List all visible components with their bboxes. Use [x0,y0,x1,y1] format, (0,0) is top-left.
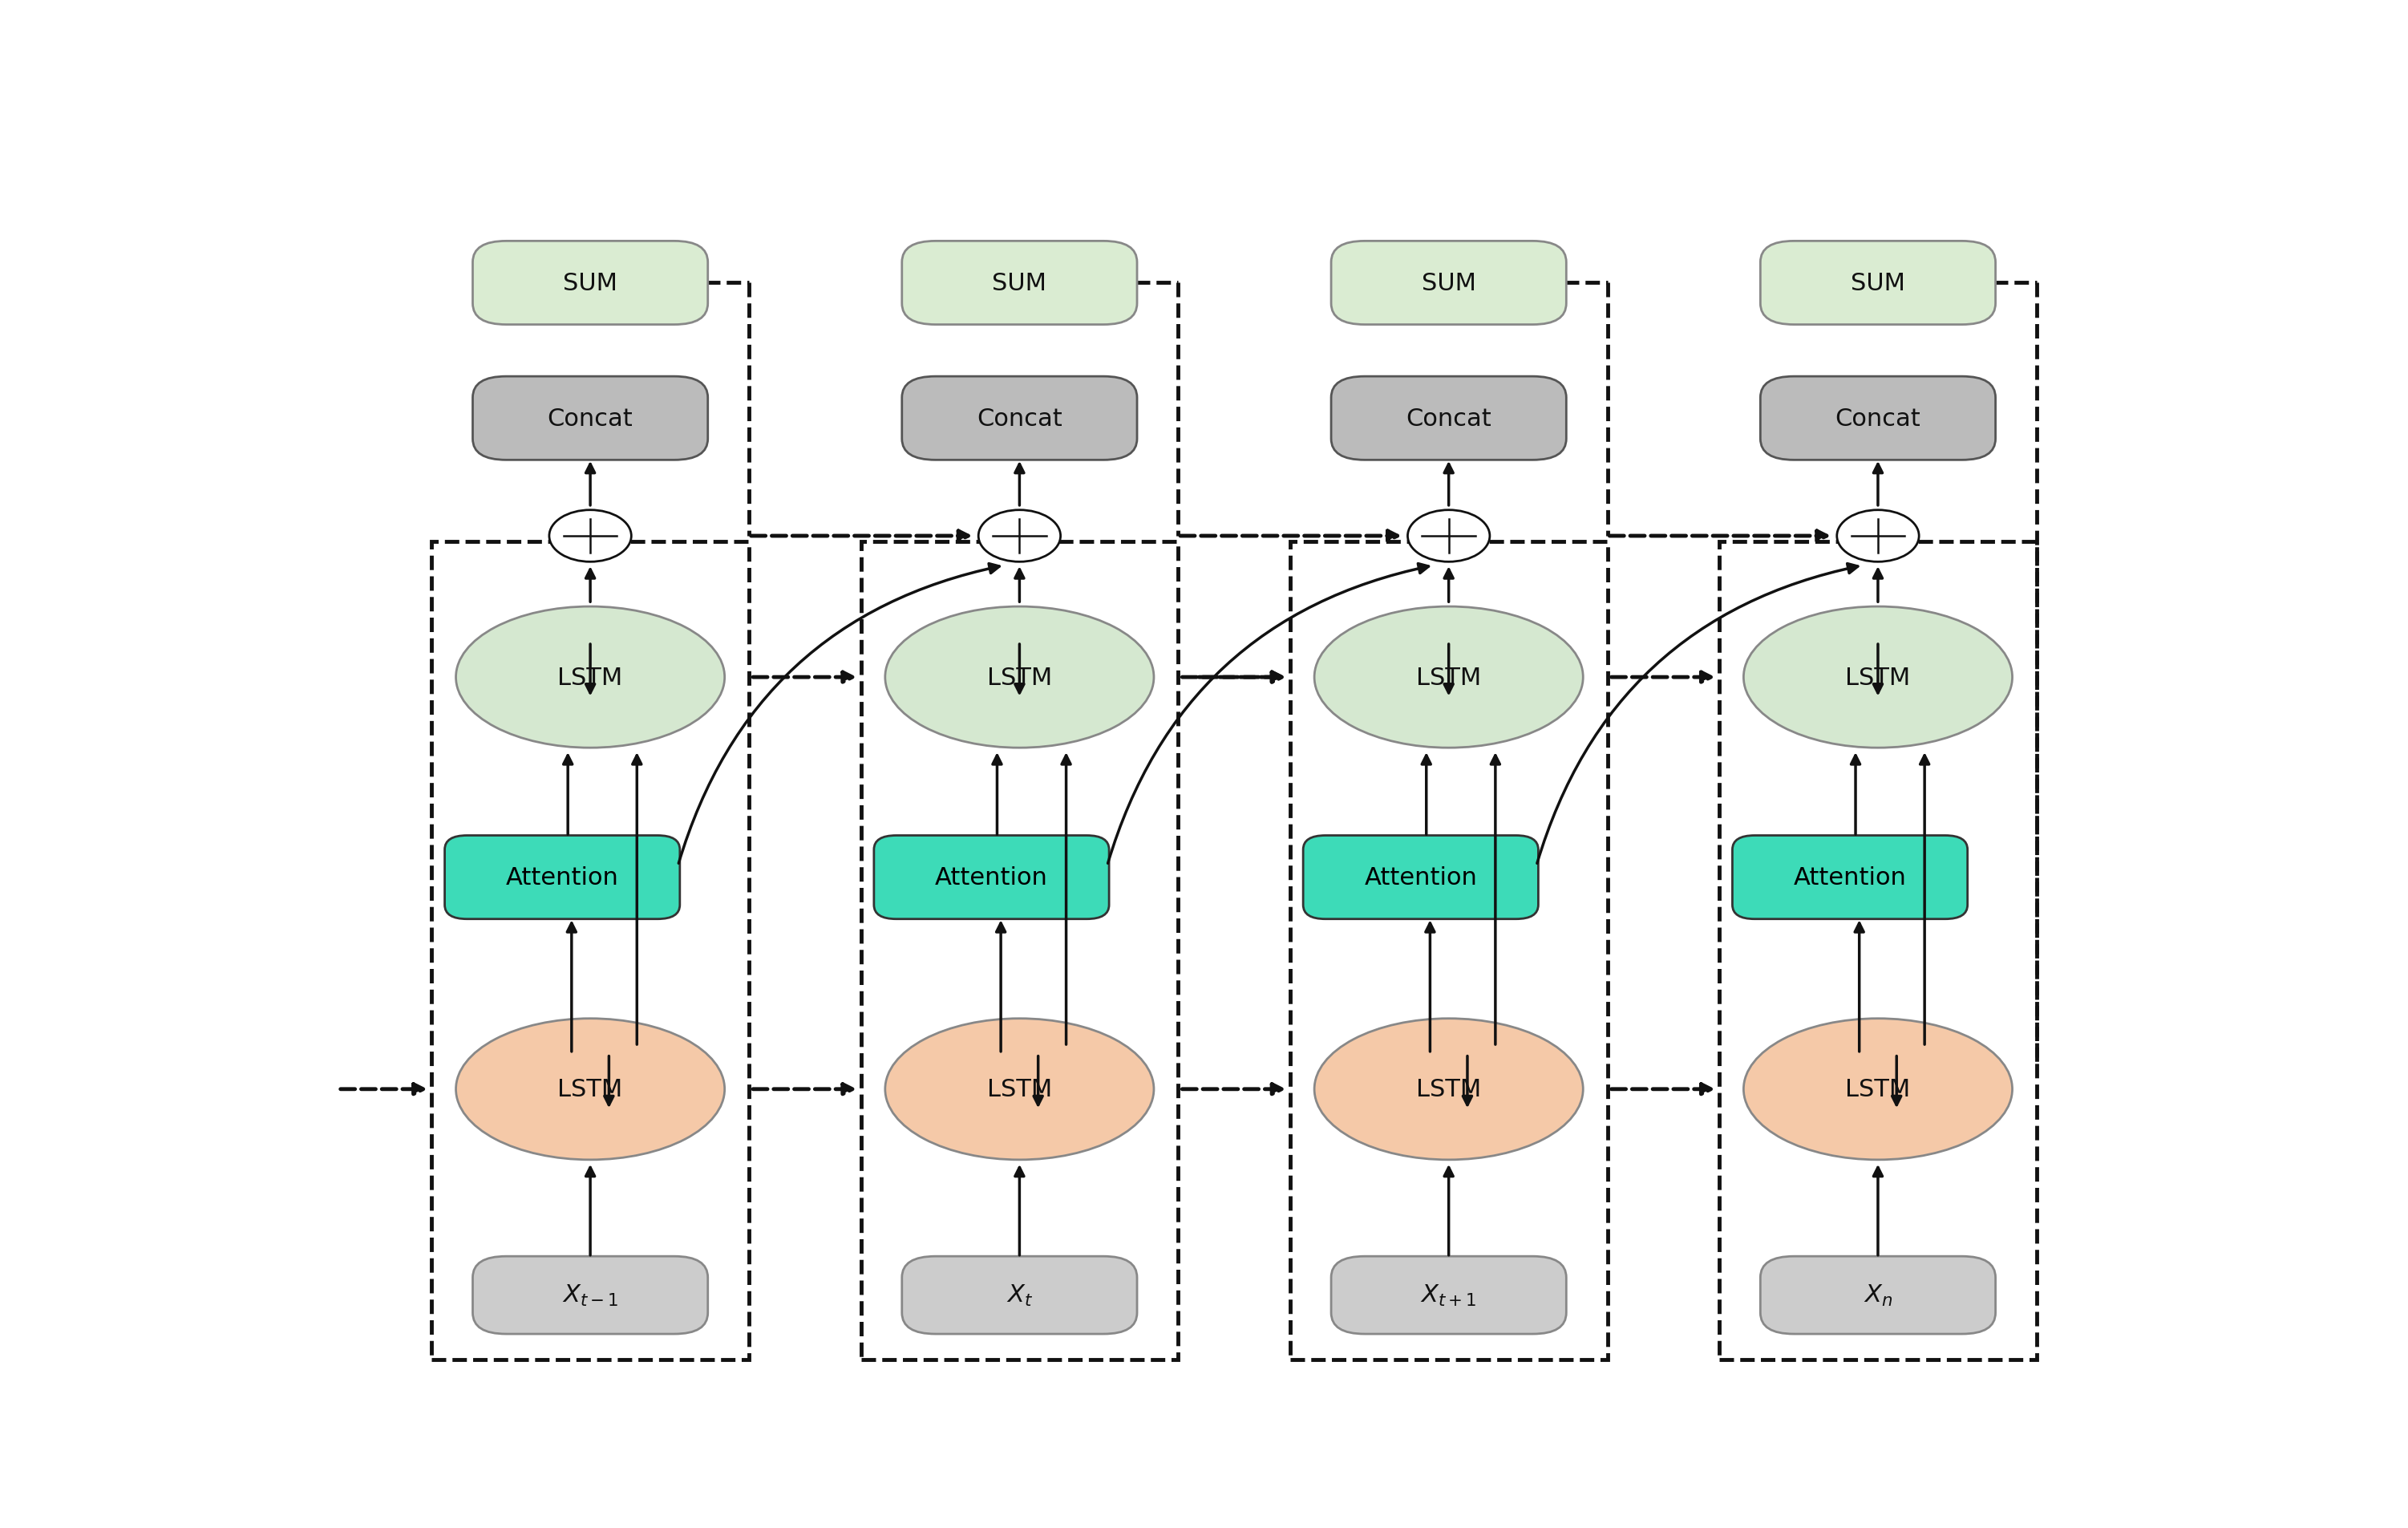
Ellipse shape [455,1019,725,1160]
Text: SUM: SUM [563,272,616,295]
Ellipse shape [1743,607,2013,749]
FancyBboxPatch shape [1760,377,1996,460]
Text: LSTM: LSTM [559,1077,624,1102]
Text: LSTM: LSTM [1845,666,1910,689]
Text: SUM: SUM [1421,272,1476,295]
Text: LSTM: LSTM [987,666,1052,689]
FancyBboxPatch shape [874,836,1110,920]
Bar [1719,542,2037,1360]
Text: Concat: Concat [978,406,1062,431]
Text: SUM: SUM [992,272,1047,295]
FancyBboxPatch shape [472,241,708,325]
Text: LSTM: LSTM [559,666,624,689]
FancyBboxPatch shape [472,377,708,460]
Text: SUM: SUM [1852,272,1905,295]
FancyBboxPatch shape [1332,1256,1565,1334]
Text: Attention: Attention [1794,866,1907,889]
Circle shape [978,510,1060,562]
FancyBboxPatch shape [1332,377,1565,460]
Text: Concat: Concat [1406,406,1491,431]
FancyBboxPatch shape [1760,241,1996,325]
FancyBboxPatch shape [1332,241,1565,325]
Ellipse shape [1315,607,1582,749]
Text: $X_t$: $X_t$ [1007,1282,1033,1308]
Text: LSTM: LSTM [987,1077,1052,1102]
Circle shape [549,510,631,562]
Text: $X_{t-1}$: $X_{t-1}$ [561,1282,619,1308]
Bar [1291,542,1609,1360]
Ellipse shape [455,607,725,749]
FancyBboxPatch shape [445,836,679,920]
FancyBboxPatch shape [472,1256,708,1334]
Ellipse shape [1743,1019,2013,1160]
FancyBboxPatch shape [1303,836,1539,920]
Text: Attention: Attention [1365,866,1476,889]
Ellipse shape [886,1019,1153,1160]
Bar [862,542,1178,1360]
FancyBboxPatch shape [1731,836,1967,920]
Text: Attention: Attention [934,866,1047,889]
Ellipse shape [886,607,1153,749]
Text: Concat: Concat [547,406,633,431]
Ellipse shape [1315,1019,1582,1160]
Bar [431,542,749,1360]
FancyBboxPatch shape [1760,1256,1996,1334]
FancyBboxPatch shape [903,241,1137,325]
Text: Attention: Attention [506,866,619,889]
Text: $X_{t+1}$: $X_{t+1}$ [1421,1282,1476,1308]
FancyBboxPatch shape [903,377,1137,460]
Text: Concat: Concat [1835,406,1922,431]
Text: LSTM: LSTM [1416,666,1481,689]
Circle shape [1837,510,1919,562]
Circle shape [1409,510,1491,562]
FancyBboxPatch shape [903,1256,1137,1334]
Text: $X_n$: $X_n$ [1864,1282,1893,1308]
Text: LSTM: LSTM [1845,1077,1910,1102]
Text: LSTM: LSTM [1416,1077,1481,1102]
